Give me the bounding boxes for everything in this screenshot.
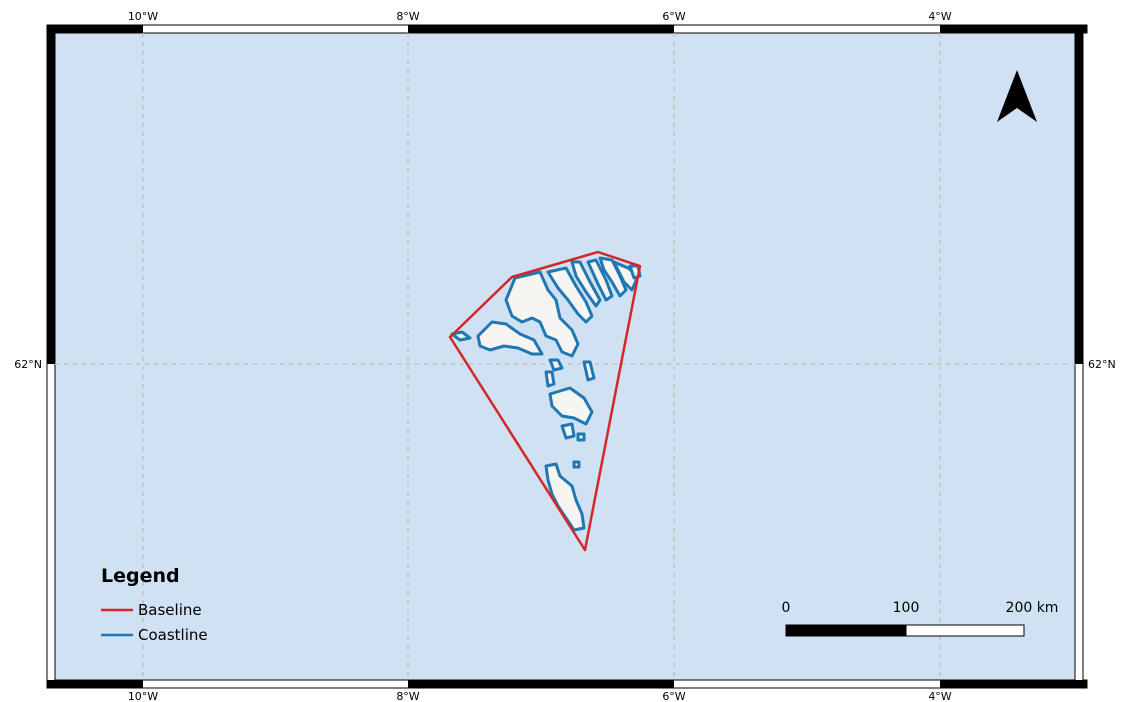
top-tick-4w: 4°W	[928, 10, 951, 23]
top-tick-8w: 8°W	[396, 10, 419, 23]
bottom-tick-4w: 4°W	[928, 690, 951, 702]
bottom-tick-6w: 6°W	[662, 690, 685, 702]
map-frame	[46, 24, 1088, 689]
island-mykines	[450, 330, 472, 342]
legend-title: Legend	[101, 565, 180, 587]
water-area	[55, 33, 1075, 680]
top-tick-10w: 10°W	[128, 10, 158, 23]
right-tick-62n: 62°N	[1088, 358, 1116, 371]
top-tick-6w: 6°W	[662, 10, 685, 23]
island-hestur	[544, 370, 556, 388]
scale-bar-segment-empty	[905, 624, 1025, 637]
island-main	[504, 270, 580, 358]
island-vidoy	[612, 260, 640, 292]
island-koltur	[548, 358, 564, 372]
left-tick-62n: 62°N	[14, 358, 42, 371]
scale-label-200: 200 km	[1006, 600, 1059, 616]
scale-bar: 0 100 200 km	[782, 600, 1059, 637]
island-nolsoy	[582, 360, 596, 382]
bottom-tick-8w: 8°W	[396, 690, 419, 702]
island-litla-dimun	[572, 460, 581, 469]
bottom-tick-10w: 10°W	[128, 690, 158, 702]
scale-bar-segment-filled	[785, 624, 907, 637]
scale-label-0: 0	[782, 600, 791, 616]
island-kalsoy	[570, 260, 602, 308]
island-stora-dimun	[576, 432, 586, 442]
legend: Legend Baseline Coastline	[101, 565, 208, 644]
island-eysturoy	[546, 266, 594, 324]
island-sandoy	[548, 386, 594, 426]
island-vagar	[476, 320, 544, 356]
legend-label-coastline: Coastline	[138, 626, 208, 644]
tick-labels: 10°W 8°W 6°W 4°W 10°W 8°W 6°W 4°W 62°N 6…	[14, 10, 1115, 702]
baseline-polygon	[448, 250, 642, 552]
coastline-layer	[450, 256, 642, 532]
island-skuvoy	[560, 422, 576, 440]
legend-label-baseline: Baseline	[138, 601, 202, 619]
island-kunoy	[586, 258, 614, 302]
graticule	[55, 33, 1075, 680]
island-suduroy	[544, 462, 586, 532]
scale-label-100: 100	[893, 600, 920, 616]
north-arrow-icon	[997, 70, 1037, 122]
